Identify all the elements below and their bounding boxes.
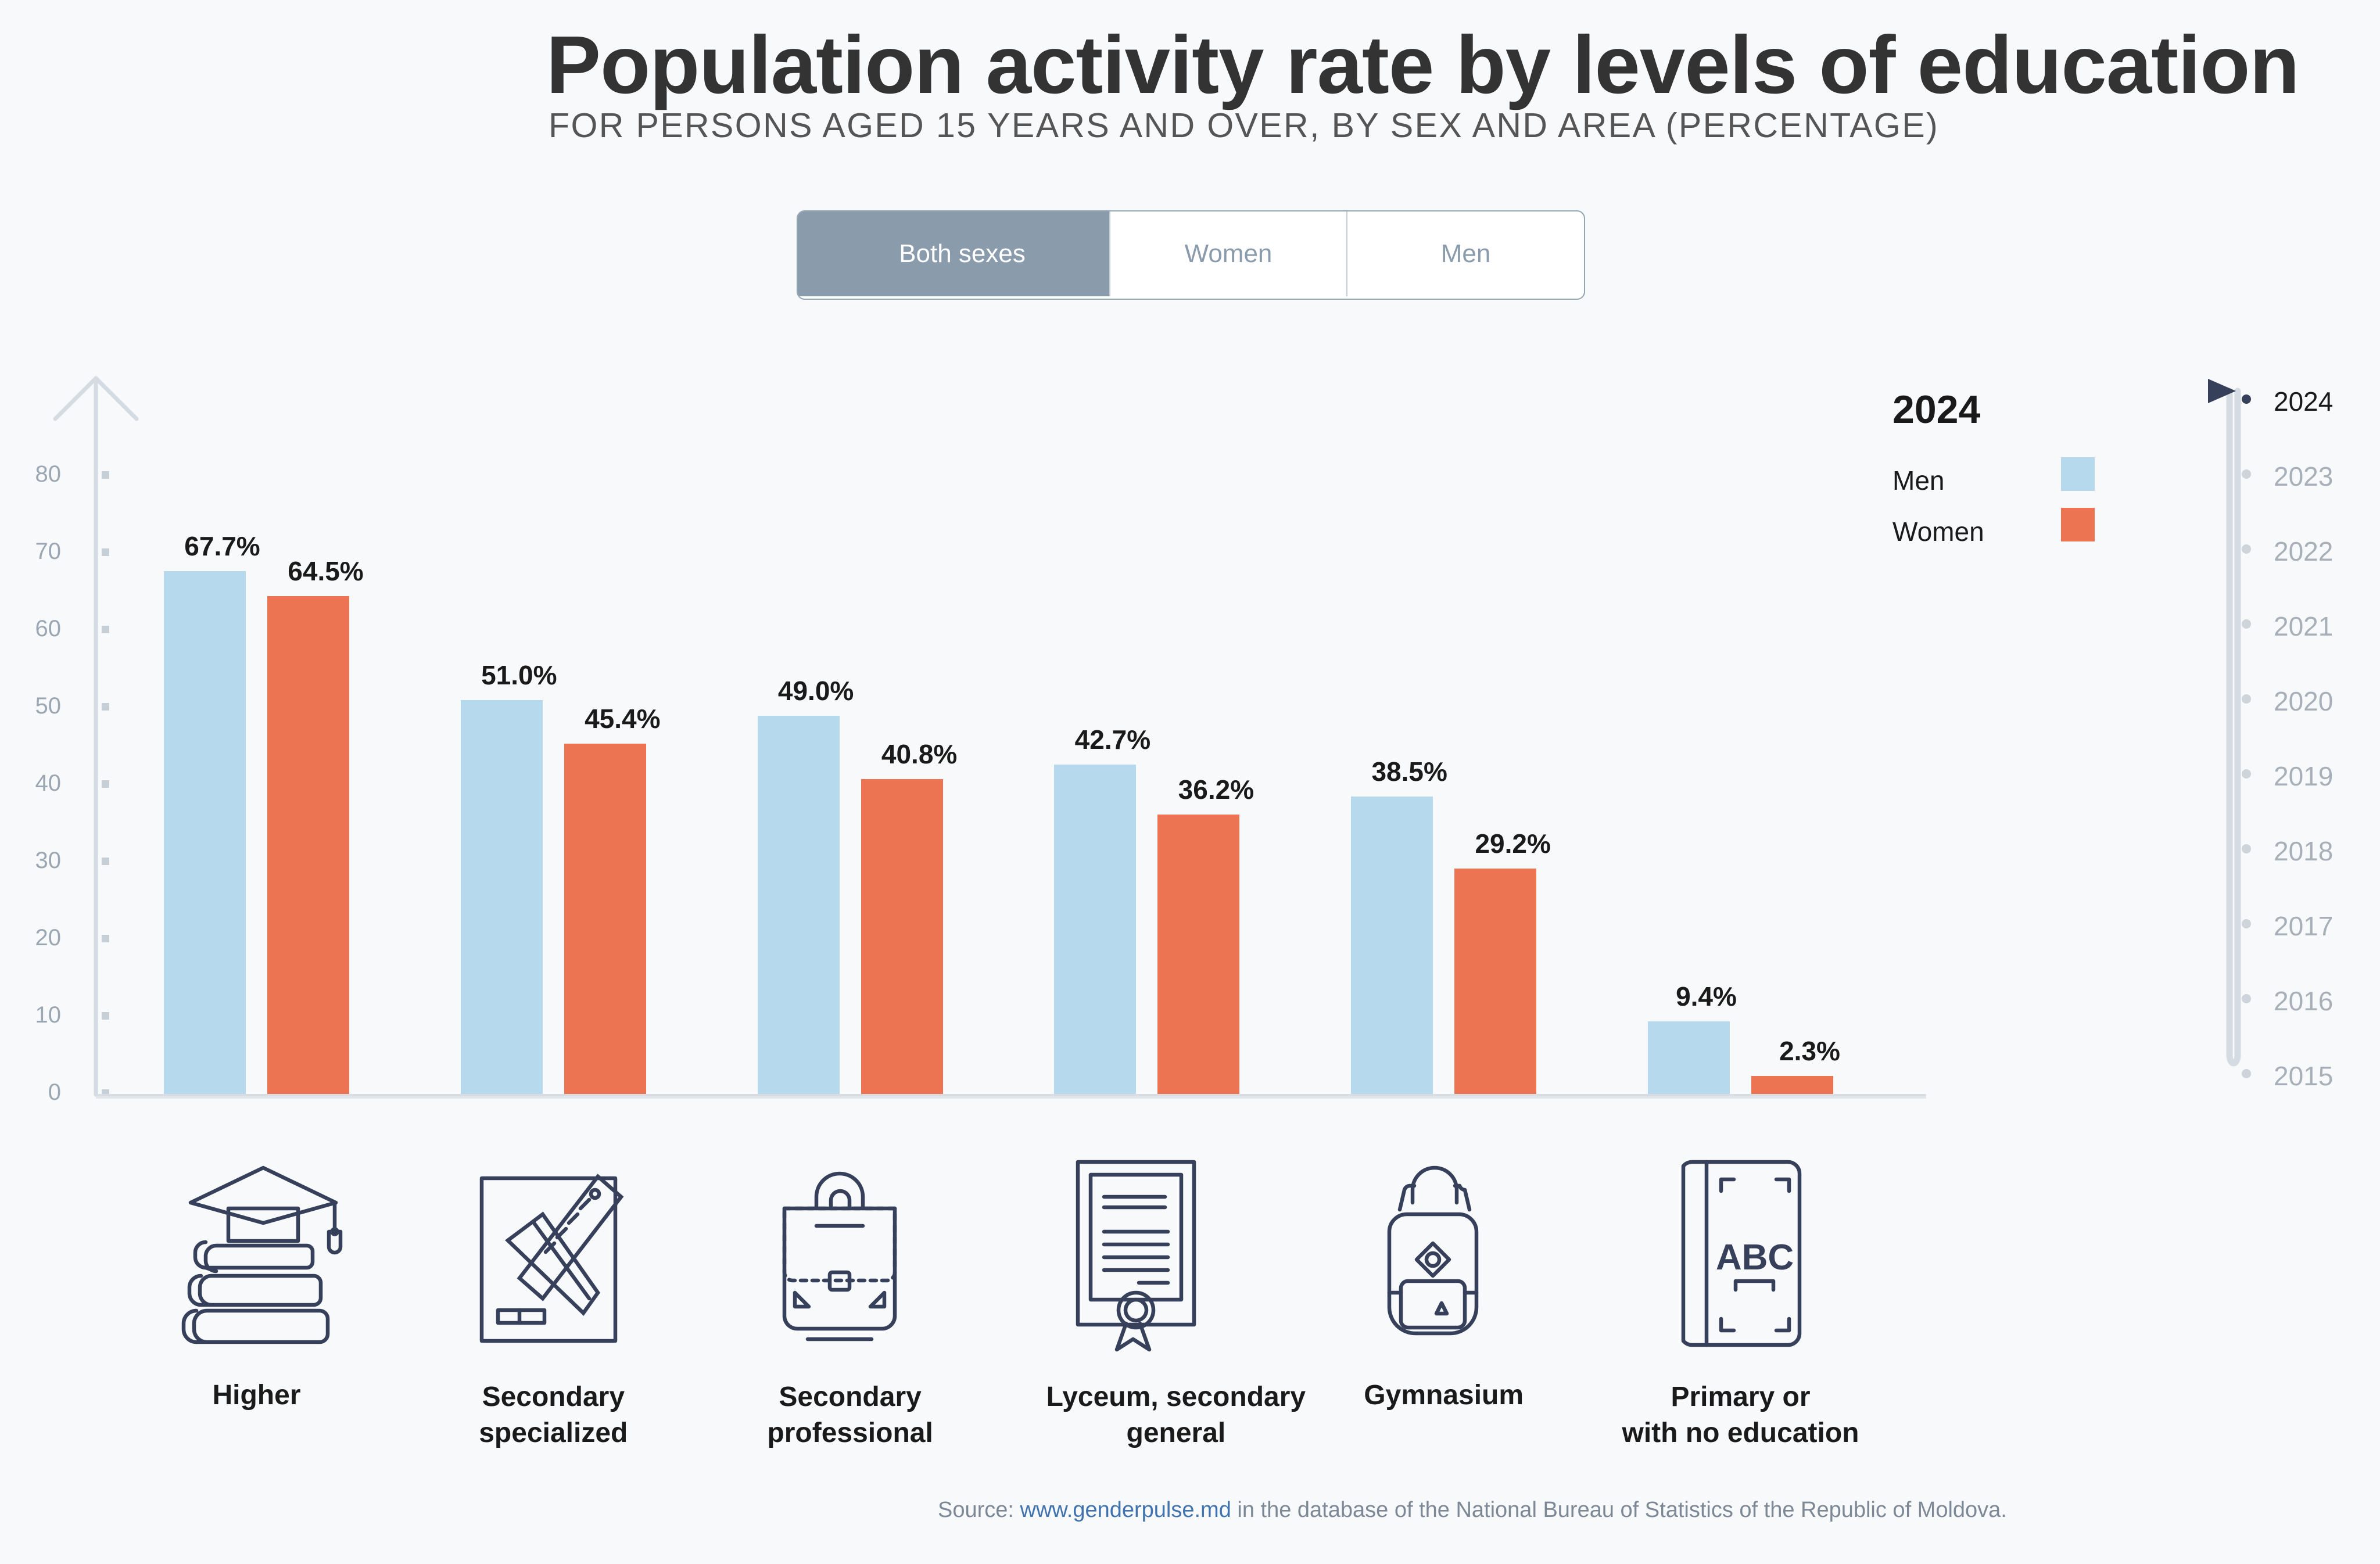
svg-text:ABC: ABC [1716, 1237, 1794, 1278]
